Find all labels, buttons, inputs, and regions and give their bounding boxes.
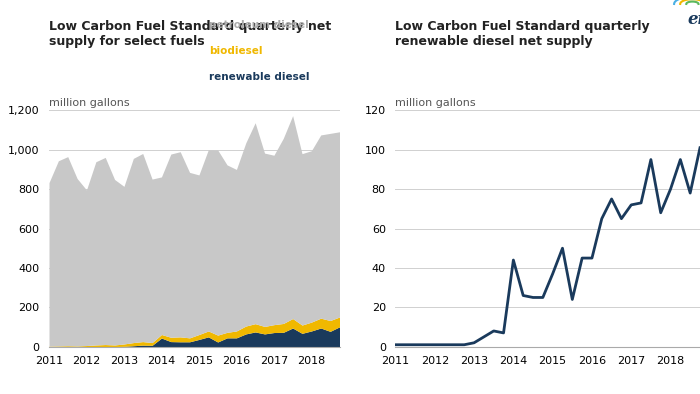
- Text: biodiesel: biodiesel: [209, 46, 262, 56]
- Text: Low Carbon Fuel Standard quarterly
renewable diesel net supply: Low Carbon Fuel Standard quarterly renew…: [395, 20, 650, 48]
- Text: petroleum diesel: petroleum diesel: [209, 20, 309, 30]
- Text: renewable diesel: renewable diesel: [209, 72, 309, 82]
- Text: million gallons: million gallons: [49, 98, 130, 108]
- Text: Low Carbon Fuel Standard quarterly net
supply for select fuels: Low Carbon Fuel Standard quarterly net s…: [49, 20, 331, 48]
- Text: eia: eia: [687, 11, 700, 28]
- Text: million gallons: million gallons: [395, 98, 476, 108]
